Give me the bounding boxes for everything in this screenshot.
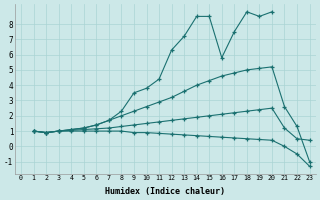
X-axis label: Humidex (Indice chaleur): Humidex (Indice chaleur) [105,187,225,196]
